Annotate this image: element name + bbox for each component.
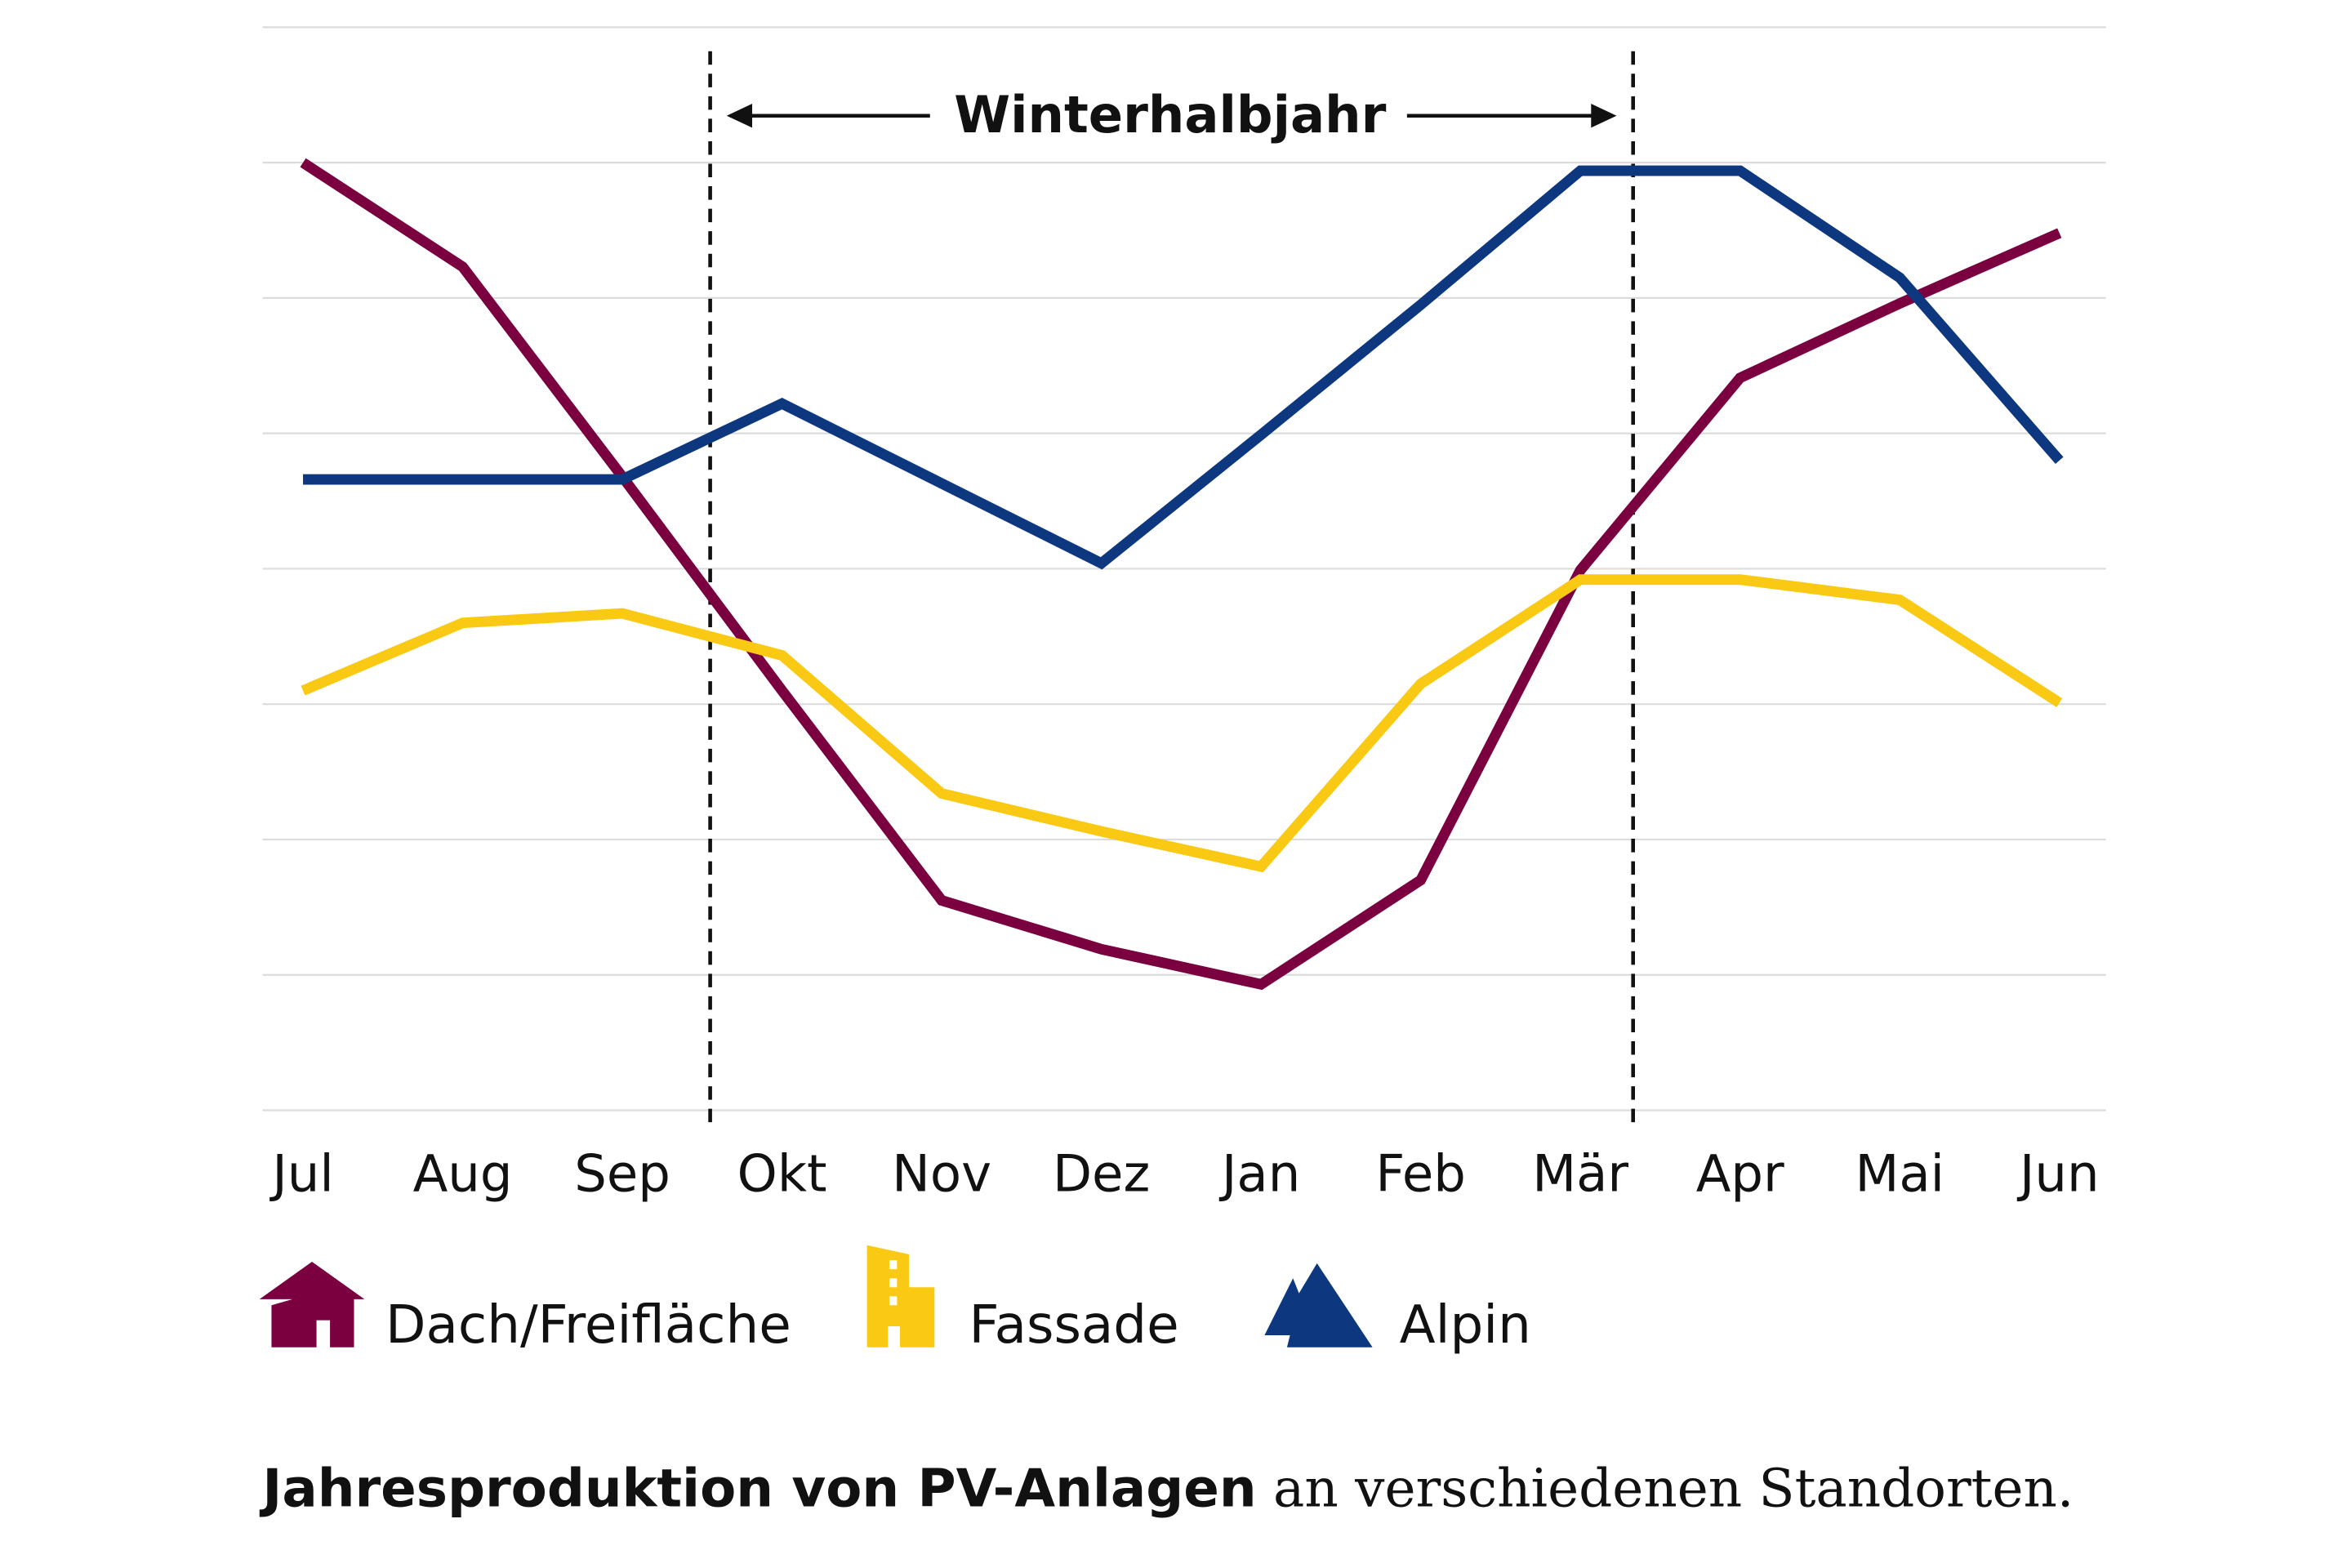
x-tick-label: Jan [1218, 1144, 1300, 1204]
building-icon [866, 1245, 935, 1348]
mountain-icon [1264, 1263, 1373, 1348]
x-tick-label: Aug [413, 1144, 513, 1204]
legend-label-dach: Dach/Freifläche [385, 1294, 791, 1356]
gridlines [262, 26, 2106, 1111]
caption-bold: Jahresproduktion von PV-Anlagen [259, 1458, 1256, 1519]
legend-item-fassade: Fassade [866, 1245, 1179, 1356]
x-tick-label: Jul [269, 1144, 333, 1204]
legend-label-alpin: Alpin [1400, 1294, 1531, 1356]
caption: Jahresproduktion von PV-Anlagen an versc… [259, 1458, 2074, 1519]
series-lines [300, 158, 2064, 991]
winter-annotation: Winterhalbjahr [708, 51, 1636, 1129]
house-icon [259, 1262, 365, 1348]
x-tick-label: Mär [1532, 1144, 1628, 1204]
legend: Dach/Freifläche Fassade Alpin [259, 1245, 1531, 1356]
x-tick-label: Okt [737, 1144, 827, 1204]
legend-item-alpin: Alpin [1264, 1263, 1531, 1356]
x-axis-ticks: Jul Aug Sep Okt Nov Dez Jan Feb Mär Apr Mai Jun [269, 1144, 2099, 1204]
series-line-1 [301, 574, 2063, 873]
x-tick-label: Feb [1375, 1144, 1466, 1204]
right-arrowhead-icon [1591, 104, 1617, 128]
series-line-2 [303, 165, 2064, 570]
winter-label: Winterhalbjahr [954, 85, 1386, 145]
legend-label-fassade: Fassade [969, 1294, 1179, 1356]
x-tick-label: Mai [1855, 1144, 1944, 1204]
caption-regular: an verschiedenen Standorten. [1257, 1458, 2074, 1519]
series-line-0 [300, 158, 2062, 991]
x-tick-label: Apr [1696, 1144, 1784, 1204]
legend-item-dach: Dach/Freifläche [259, 1262, 791, 1356]
x-tick-label: Sep [574, 1144, 670, 1204]
x-tick-label: Jun [2016, 1144, 2100, 1204]
x-tick-label: Nov [892, 1144, 991, 1204]
left-arrowhead-icon [726, 104, 753, 128]
x-tick-label: Dez [1053, 1144, 1150, 1204]
